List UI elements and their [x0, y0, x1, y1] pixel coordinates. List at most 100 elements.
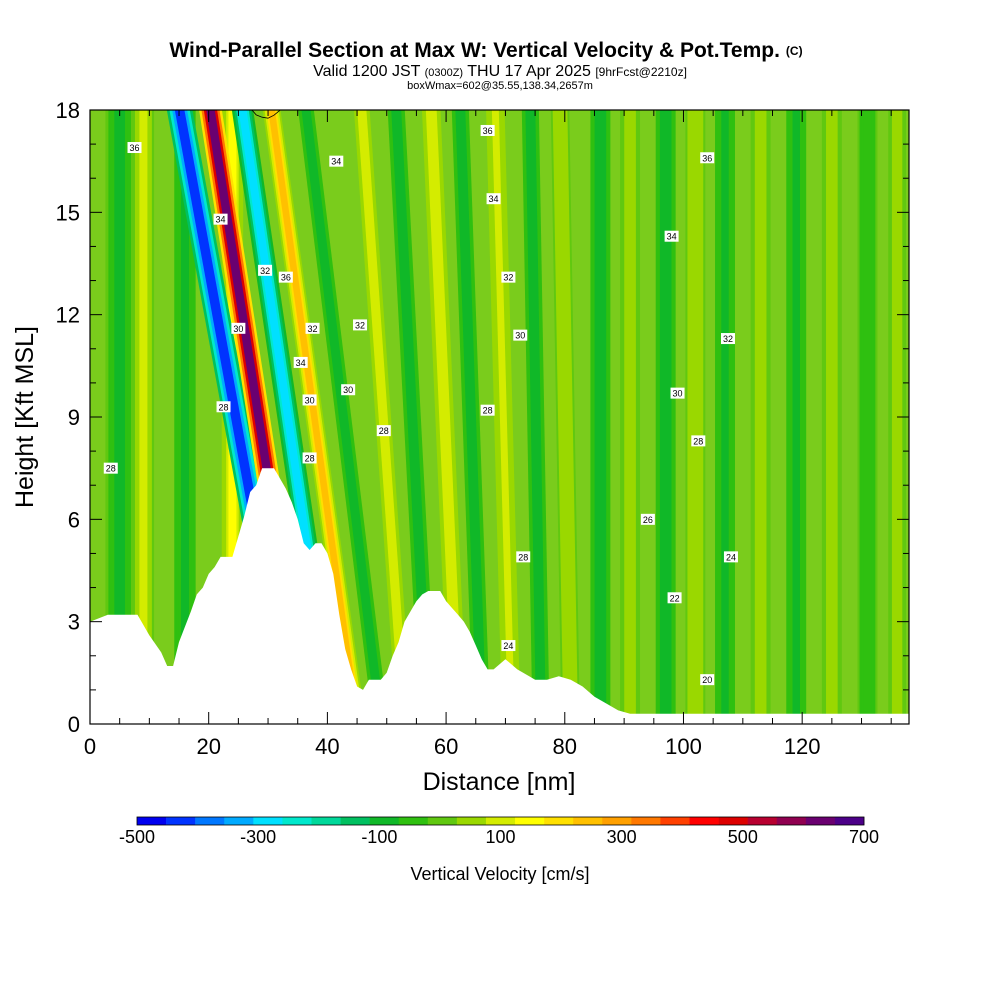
x-tick-label: 60	[434, 734, 458, 759]
w-band-15	[550, 110, 580, 724]
colorbar-tick-label: 500	[728, 827, 758, 847]
contour-label-text: 30	[673, 389, 683, 399]
w-band-19-level-3	[691, 110, 700, 724]
contour-label-bg	[720, 333, 735, 345]
w-band-24-level-3	[863, 110, 872, 724]
colorbar-swatch	[689, 817, 719, 825]
contour-label-7: 34	[329, 155, 344, 167]
contour-label-text: 36	[130, 143, 140, 153]
colorbar-swatch	[398, 817, 429, 825]
theta-contour-4	[90, 0, 909, 23]
w-band-20	[715, 110, 735, 724]
contour-label-bg	[127, 142, 142, 154]
contour-label-12: 30	[341, 384, 356, 396]
w-band-8	[298, 110, 389, 724]
chart-subtitle: Valid 1200 JST (0300Z) THU 17 Apr 2025 […	[313, 63, 687, 80]
contour-label-17: 32	[501, 271, 516, 283]
colorbar-swatch	[166, 817, 196, 825]
contour-label-text: 34	[296, 358, 306, 368]
w-band-18	[655, 110, 676, 724]
x-tick-label: 80	[553, 734, 577, 759]
contour-label-20: 28	[516, 551, 531, 563]
title-mark: (C)	[786, 44, 803, 58]
colorbar-tick-label: 300	[607, 827, 637, 847]
colorbar-tick-label: 100	[485, 827, 515, 847]
colorbar-swatch	[224, 817, 254, 825]
y-tick-label: 18	[56, 98, 80, 123]
contour-labels: 36 34 32 30 28 28 36 34 32 34 30 28 30 32 28 36 34 32 30 28…	[103, 124, 738, 686]
contour-label-text: 34	[667, 232, 677, 242]
x-tick-label: 40	[315, 734, 339, 759]
contour-label-23: 34	[664, 230, 679, 242]
contour-label-text: 36	[281, 273, 291, 283]
contour-label-28: 24	[723, 551, 738, 563]
contour-label-bg	[480, 124, 495, 136]
w-band-11-level-3	[427, 110, 462, 724]
w-band-0-level-3	[114, 110, 126, 724]
contour-label-bg	[278, 271, 293, 283]
contour-label-bg	[640, 513, 655, 525]
colorbar-swatch	[805, 817, 836, 825]
contour-label-text: 30	[515, 331, 525, 341]
colorbar-swatch	[369, 817, 400, 825]
contour-label-bg	[353, 319, 368, 331]
contour-label-text: 30	[305, 395, 315, 405]
contour-label-27: 26	[640, 513, 655, 525]
colorbar-swatch	[573, 817, 603, 825]
colorbar-swatch	[776, 817, 807, 825]
contour-label-bg	[103, 462, 118, 474]
w-band-14-level-3	[527, 110, 545, 724]
w-band-21	[750, 110, 771, 724]
contour-label-5: 28	[103, 462, 118, 474]
contour-label-bg	[670, 387, 685, 399]
contour-label-bg	[231, 322, 246, 334]
colorbar-swatch	[340, 817, 370, 825]
w-band-1	[132, 110, 155, 724]
w-band-7-level-3	[268, 110, 361, 724]
contour-label-30: 20	[700, 674, 715, 686]
contour-label-bg	[664, 230, 679, 242]
w-band-11	[421, 110, 468, 724]
contour-label-text: 32	[308, 324, 318, 334]
contour-label-text: 32	[723, 334, 733, 344]
w-band-22-level-3	[792, 110, 800, 724]
contour-label-bg	[302, 394, 317, 406]
colorbar-swatch	[602, 817, 632, 825]
contour-label-bg	[258, 264, 273, 276]
contour-label-bg	[501, 271, 516, 283]
contour-label-3: 30	[231, 322, 246, 334]
w-band-0	[105, 110, 134, 724]
colorbar-swatch	[195, 817, 225, 825]
colorbar-tick-label: -500	[119, 827, 155, 847]
contour-label-bg	[216, 401, 231, 413]
colorbar-swatch	[282, 817, 312, 825]
w-band-7	[262, 110, 366, 724]
w-band-12-level-3	[457, 110, 485, 724]
x-tick-label: 120	[784, 734, 821, 759]
contour-label-bg	[486, 193, 501, 205]
contour-label-bg	[723, 551, 738, 563]
colorbar-swatch	[660, 817, 690, 825]
contour-label-text: 22	[670, 593, 680, 603]
contour-label-bg	[213, 213, 228, 225]
contour-label-bg	[341, 384, 356, 396]
w-band-17-level-3	[626, 110, 634, 724]
colorbar-swatch	[253, 817, 283, 825]
contour-label-bg	[516, 551, 531, 563]
colorbar-tick-label: -100	[361, 827, 397, 847]
w-band-21-level-3	[756, 110, 765, 724]
contour-label-text: 28	[379, 426, 389, 436]
w-band-23	[821, 110, 842, 724]
contour-label-text: 28	[483, 406, 493, 416]
contour-label-text: 30	[233, 324, 243, 334]
contour-label-6: 36	[278, 271, 293, 283]
colorbar-swatch	[834, 817, 865, 825]
contour-label-25: 30	[670, 387, 685, 399]
contour-label-26: 28	[691, 435, 706, 447]
contour-label-text: 36	[702, 153, 712, 163]
w-band-12	[451, 110, 491, 724]
colorbar-swatch	[718, 817, 748, 825]
contour-label-18: 30	[513, 329, 528, 341]
w-band-13-level-3	[491, 110, 515, 724]
contour-label-16: 34	[486, 193, 501, 205]
